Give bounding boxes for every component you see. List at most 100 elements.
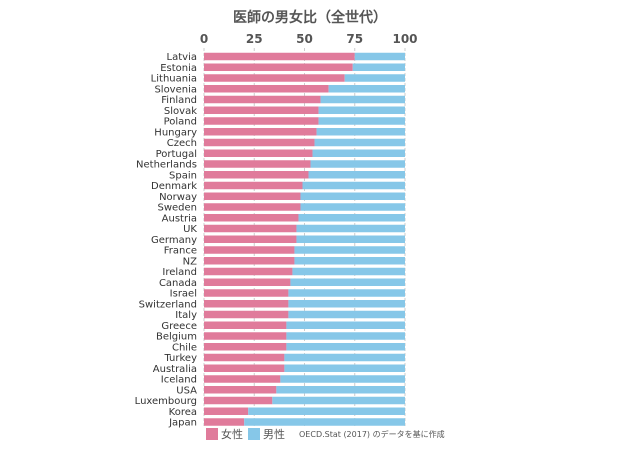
category-label: Lithuania <box>151 74 197 85</box>
bar-female <box>204 149 313 157</box>
bar-female <box>204 289 289 297</box>
bar-female <box>204 386 277 394</box>
legend-swatch-male <box>248 428 260 440</box>
bar-female <box>204 74 345 82</box>
category-label: Spain <box>169 170 197 181</box>
bar-male <box>296 224 405 233</box>
category-label: Belgium <box>156 332 197 343</box>
category-labels: LatviaEstoniaLithuaniaSloveniaFinlandSlo… <box>135 52 198 429</box>
category-label: Canada <box>159 278 197 289</box>
category-label: UK <box>183 224 197 235</box>
bar-female <box>204 396 273 405</box>
category-label: Sweden <box>157 203 197 214</box>
bar-male <box>302 181 405 190</box>
bar-female <box>204 321 287 329</box>
bar-male <box>286 321 405 329</box>
bar-female <box>204 235 297 243</box>
bar-male <box>280 375 405 383</box>
category-label: Czech <box>167 138 197 149</box>
bar-female <box>204 332 287 340</box>
category-label: Netherlands <box>136 160 197 171</box>
category-label: Norway <box>159 192 197 203</box>
category-label: Switzerland <box>139 299 197 310</box>
category-label: Chile <box>172 342 197 353</box>
legend-swatch-female <box>206 428 218 440</box>
bar-male <box>312 149 405 157</box>
category-label: Germany <box>151 235 197 246</box>
bar-female <box>204 343 287 351</box>
bar-male <box>288 310 405 319</box>
category-label: Australia <box>153 364 197 375</box>
bar-male <box>288 289 405 297</box>
bar-male <box>300 203 405 211</box>
bar-female <box>204 181 303 190</box>
bar-male <box>294 246 405 254</box>
bar-male <box>314 138 405 147</box>
bar-female <box>204 353 285 362</box>
bars <box>204 52 405 426</box>
bar-female <box>204 52 355 61</box>
bar-female <box>204 224 297 233</box>
category-label: Latvia <box>167 52 197 63</box>
bar-female <box>204 160 311 168</box>
bar-female <box>204 95 321 104</box>
bar-female <box>204 63 353 71</box>
bar-male <box>328 85 405 93</box>
bar-female <box>204 192 301 200</box>
bar-female <box>204 375 281 383</box>
bar-male <box>316 128 405 136</box>
bar-male <box>284 353 405 362</box>
category-label: USA <box>176 385 197 396</box>
category-label: France <box>164 246 197 257</box>
bar-male <box>318 117 405 125</box>
category-label: Turkey <box>163 353 197 364</box>
bar-male <box>286 332 405 340</box>
legend-label-female: 女性 <box>221 427 243 441</box>
bar-female <box>204 117 319 125</box>
legend-label-male: 男性 <box>263 427 285 441</box>
bar-male <box>298 214 405 222</box>
bar-male <box>296 235 405 243</box>
bar-male <box>352 63 405 71</box>
bar-female <box>204 246 295 254</box>
bar-male <box>286 343 405 351</box>
category-label: Finland <box>161 95 197 106</box>
category-label: Slovak <box>164 106 197 117</box>
category-label: Denmark <box>151 181 197 192</box>
category-label: Estonia <box>160 63 197 74</box>
x-axis-ticks: 0 25 50 75 100 <box>200 32 418 46</box>
category-label: NZ <box>183 256 197 267</box>
bar-male <box>284 364 405 372</box>
bar-male <box>318 106 405 114</box>
bar-female <box>204 138 315 147</box>
bar-male <box>300 192 405 200</box>
bar-male <box>272 396 405 405</box>
bar-female <box>204 214 299 222</box>
bar-female <box>204 407 249 415</box>
x-tick-label: 50 <box>296 32 313 46</box>
category-label: Iceland <box>161 375 197 386</box>
x-tick-label: 100 <box>392 32 417 46</box>
bar-female <box>204 300 289 308</box>
bar-male <box>244 418 405 426</box>
bar-male <box>354 52 405 61</box>
bar-female <box>204 364 285 372</box>
bar-female <box>204 85 329 93</box>
bar-female <box>204 278 291 286</box>
bar-female <box>204 203 301 211</box>
bar-female <box>204 310 289 319</box>
category-label: Israel <box>170 289 197 300</box>
bar-female <box>204 171 309 179</box>
bar-female <box>204 257 295 265</box>
category-label: Portugal <box>156 149 197 160</box>
category-label: Slovenia <box>154 84 197 95</box>
bar-male <box>276 386 405 394</box>
bar-female <box>204 128 317 136</box>
category-label: Hungary <box>154 127 197 138</box>
category-label: Greece <box>161 321 197 332</box>
category-label: Korea <box>169 407 197 418</box>
bar-female <box>204 267 293 276</box>
category-label: Austria <box>162 213 197 224</box>
category-label: Luxembourg <box>135 396 197 407</box>
